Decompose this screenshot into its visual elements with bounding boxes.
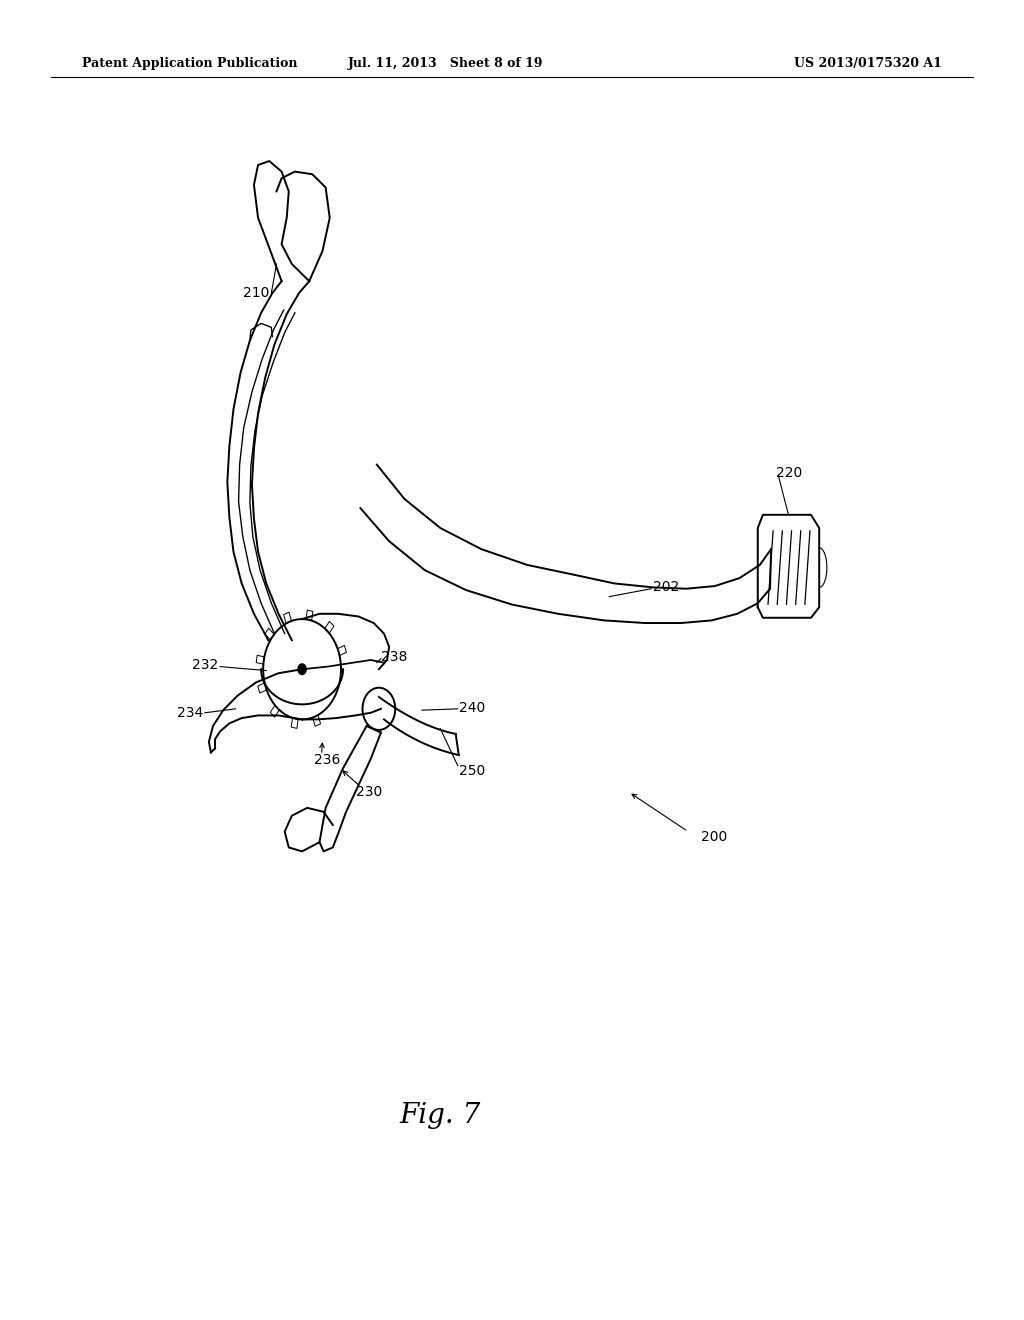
Text: Patent Application Publication: Patent Application Publication: [82, 57, 297, 70]
Text: 210: 210: [243, 286, 269, 300]
Text: 234: 234: [176, 706, 203, 719]
Text: Fig. 7: Fig. 7: [399, 1102, 481, 1129]
Text: 220: 220: [776, 466, 803, 479]
Circle shape: [298, 664, 306, 675]
Text: Jul. 11, 2013   Sheet 8 of 19: Jul. 11, 2013 Sheet 8 of 19: [348, 57, 543, 70]
Text: 232: 232: [191, 659, 218, 672]
Text: 200: 200: [701, 830, 728, 843]
Text: 250: 250: [459, 764, 485, 777]
Text: 230: 230: [356, 785, 383, 799]
Text: 236: 236: [314, 754, 341, 767]
Text: 238: 238: [381, 651, 408, 664]
Text: 202: 202: [653, 581, 680, 594]
Text: US 2013/0175320 A1: US 2013/0175320 A1: [795, 57, 942, 70]
Text: 240: 240: [459, 701, 485, 714]
